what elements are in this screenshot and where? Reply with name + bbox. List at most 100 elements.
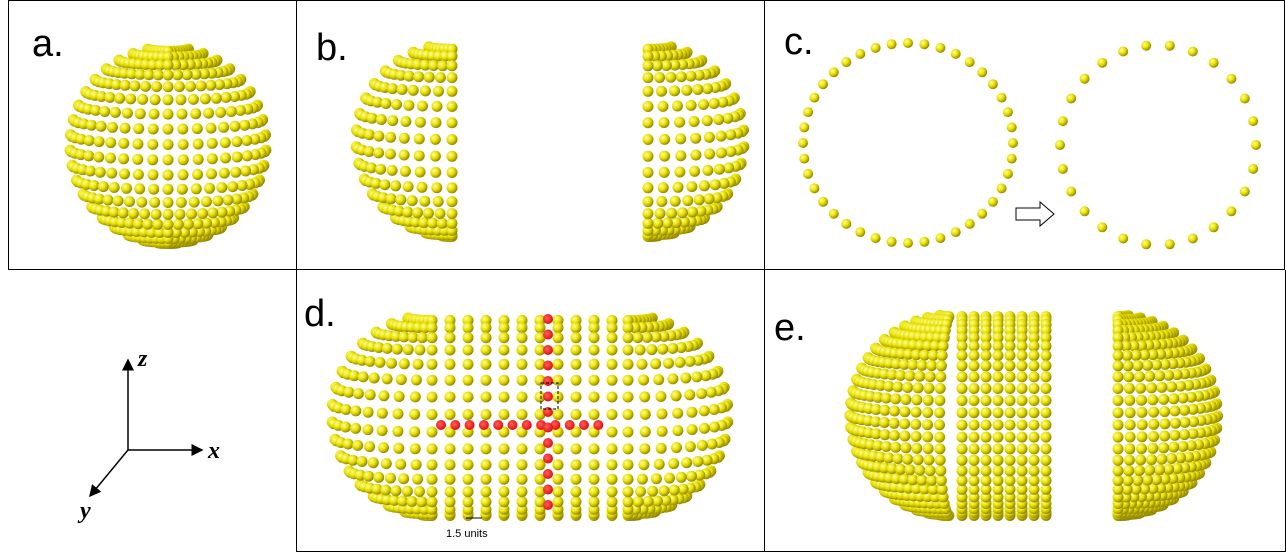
sphere-dot bbox=[493, 420, 503, 430]
sphere-dot bbox=[499, 486, 510, 497]
sphere-dot bbox=[1240, 187, 1250, 197]
sphere-dot bbox=[211, 93, 222, 104]
sphere-dot bbox=[399, 150, 410, 161]
sphere-dot bbox=[643, 218, 654, 229]
sphere-dot bbox=[535, 322, 546, 333]
sphere-dot bbox=[220, 153, 231, 164]
sphere-dot bbox=[172, 69, 183, 80]
sphere-dot bbox=[1113, 395, 1124, 406]
sphere-dot bbox=[1113, 360, 1124, 371]
sphere-dot bbox=[402, 486, 413, 497]
sphere-dot bbox=[407, 332, 418, 343]
sphere-dot bbox=[229, 121, 240, 132]
sphere-dot bbox=[607, 392, 618, 403]
sphere-dot bbox=[1029, 360, 1040, 371]
sphere-dot bbox=[215, 107, 226, 118]
sphere-dot bbox=[445, 409, 456, 420]
sphere-dot bbox=[543, 361, 553, 371]
sphere-dot bbox=[177, 109, 188, 120]
sphere-dot bbox=[1113, 420, 1124, 431]
sphere-dot bbox=[207, 138, 218, 149]
sphere-dot bbox=[106, 168, 117, 179]
sphere-dot bbox=[589, 496, 600, 507]
sphere-dot bbox=[981, 341, 992, 352]
sphere-dot bbox=[499, 459, 510, 470]
sphere-dot bbox=[447, 117, 458, 128]
sphere-dot bbox=[1148, 419, 1159, 430]
sphere-dot bbox=[1240, 94, 1250, 104]
sphere-dot bbox=[913, 454, 924, 465]
sphere-dot bbox=[957, 475, 968, 486]
sphere-dot bbox=[988, 79, 998, 89]
spheres bbox=[65, 38, 1261, 521]
sphere-dot bbox=[1017, 395, 1028, 406]
axis-label: y bbox=[77, 498, 91, 524]
sphere-dot bbox=[799, 154, 809, 164]
sphere-dot bbox=[643, 182, 654, 193]
sphere-dot bbox=[675, 357, 686, 368]
sphere-dot bbox=[571, 375, 582, 386]
sphere-dot bbox=[1003, 169, 1013, 179]
sphere-dot bbox=[134, 183, 145, 194]
sphere-dot bbox=[387, 165, 398, 176]
sphere-dot bbox=[427, 392, 438, 403]
sphere-dot bbox=[657, 344, 668, 355]
sphere-dot bbox=[934, 443, 945, 454]
sphere-dot bbox=[445, 496, 456, 507]
sphere-dot bbox=[232, 152, 243, 163]
sphere-dot bbox=[350, 423, 361, 434]
sphere-dot bbox=[1017, 371, 1028, 382]
sphere-dot bbox=[981, 432, 992, 443]
sphere-dot bbox=[553, 409, 564, 420]
sphere-dot bbox=[499, 474, 510, 485]
sphere-dot bbox=[240, 166, 251, 177]
sphere-dot bbox=[543, 423, 553, 433]
sphere-dot bbox=[656, 443, 667, 454]
sphere-dot bbox=[399, 358, 410, 369]
sphere-dot bbox=[659, 134, 670, 145]
sphere-dot bbox=[400, 166, 411, 177]
panel-label: d. bbox=[304, 293, 336, 335]
sphere-dot bbox=[957, 465, 968, 476]
sphere-dot bbox=[427, 375, 438, 386]
sphere-dot bbox=[892, 453, 903, 464]
sphere-dot bbox=[183, 219, 194, 230]
sphere-dot bbox=[239, 120, 250, 131]
panel-label: a. bbox=[32, 23, 64, 65]
sphere-dot bbox=[414, 133, 425, 144]
sphere-dot bbox=[1008, 138, 1018, 148]
sphere-dot bbox=[404, 71, 415, 82]
sphere-dot bbox=[925, 371, 936, 382]
sphere-dot bbox=[841, 219, 851, 229]
sphere-dot bbox=[1080, 74, 1090, 84]
sphere-dot bbox=[363, 471, 374, 482]
sphere-dot bbox=[414, 150, 425, 161]
sphere-dot bbox=[103, 195, 114, 206]
sphere-dot bbox=[129, 80, 140, 91]
sphere-dot bbox=[99, 106, 110, 117]
sphere-dot bbox=[427, 218, 438, 229]
sphere-dot bbox=[517, 409, 528, 420]
sphere-dot bbox=[1123, 360, 1134, 371]
sphere-dot bbox=[654, 459, 665, 470]
sphere-dot bbox=[957, 395, 968, 406]
sphere-dot bbox=[89, 180, 100, 191]
panel-label: b. bbox=[316, 27, 348, 69]
sphere-dot bbox=[1005, 455, 1016, 466]
sphere-dot bbox=[1029, 455, 1040, 466]
sphere-dot bbox=[656, 86, 667, 97]
sphere-dot bbox=[343, 387, 354, 398]
sphere-dot bbox=[132, 139, 143, 150]
sphere-dot bbox=[377, 425, 388, 436]
sphere-dot bbox=[607, 359, 618, 370]
sphere-dot bbox=[424, 72, 435, 83]
sphere-dot bbox=[887, 237, 897, 247]
sphere-dot bbox=[1124, 443, 1135, 454]
sphere-dot bbox=[1041, 383, 1052, 394]
sphere-dot bbox=[922, 407, 933, 418]
sphere-dot bbox=[163, 60, 174, 71]
sphere-dot bbox=[977, 67, 987, 77]
sphere-dot bbox=[481, 443, 492, 454]
sphere-dot bbox=[1209, 222, 1219, 232]
sphere-dot bbox=[447, 60, 458, 71]
